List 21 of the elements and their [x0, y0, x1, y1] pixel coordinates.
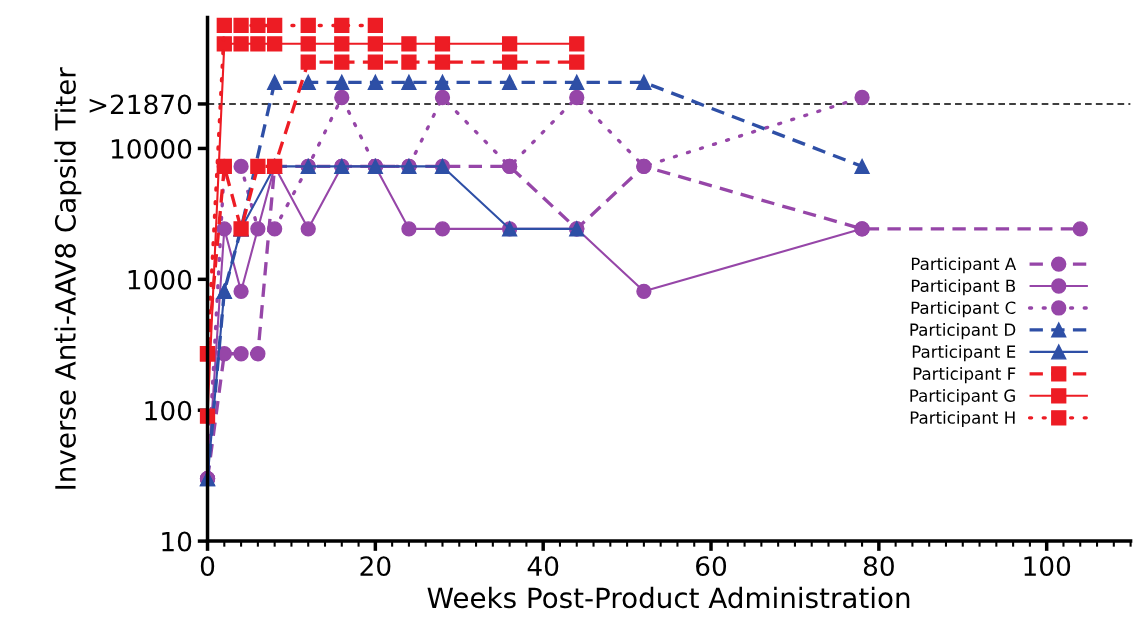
legend-label: Participant C	[911, 301, 1016, 318]
legend-label: Participant G	[910, 389, 1015, 406]
x-tick-label: 80	[863, 556, 894, 577]
y-axis-title: Inverse Anti-AAV8 Capsid Titer	[54, 67, 82, 489]
legend-label: Participant B	[911, 279, 1016, 296]
legend-label: Participant D	[910, 323, 1016, 340]
y-tick-label: >21870	[89, 94, 192, 115]
x-tick-label: 60	[696, 556, 727, 577]
y-tick-label: 1000	[128, 269, 192, 290]
y-tick-label: 100	[145, 400, 192, 421]
y-tick-label: 10	[162, 531, 192, 552]
legend-label: Participant A	[911, 257, 1017, 274]
x-tick-label: 20	[360, 556, 391, 577]
x-axis-title: Weeks Post-Product Administration	[427, 586, 910, 609]
x-tick-label: 0	[200, 556, 215, 577]
x-tick-label: 100	[1024, 556, 1071, 577]
legend-label: Participant E	[912, 345, 1016, 362]
legend-label: Participant H	[910, 410, 1015, 428]
legend-label: Participant F	[913, 367, 1016, 384]
y-tick-label: 10000	[111, 138, 192, 159]
x-tick-label: 40	[527, 556, 559, 577]
